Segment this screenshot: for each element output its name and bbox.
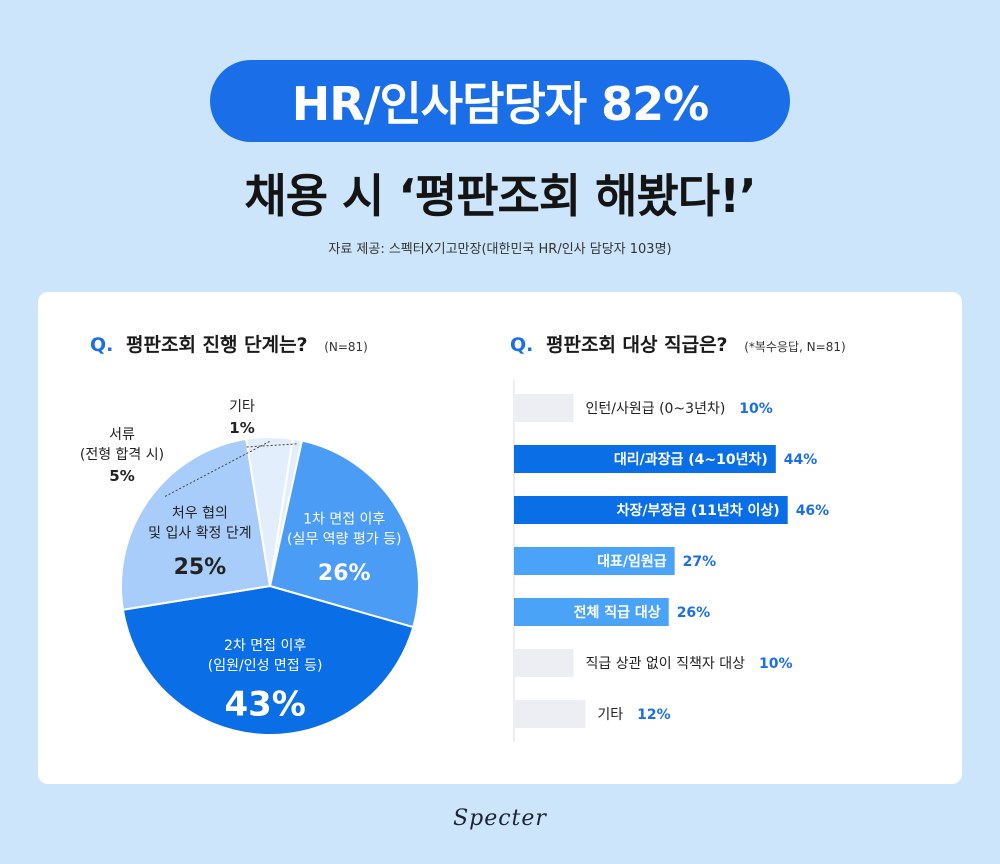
bar-category-label: 직급 상관 없이 직책자 대상 <box>586 656 746 672</box>
bar-category-label: 인턴/사원급 (0~3년차) <box>586 401 726 417</box>
pie-slice-label: 처우 협의 <box>172 505 228 521</box>
pie-slice <box>268 439 420 629</box>
pie-slice-label: 기타 <box>229 399 255 415</box>
left-question-note: (N=81) <box>324 340 368 354</box>
pie-slice-label: 1차 면접 이후 <box>303 512 385 528</box>
bar-category-label: 전체 직급 대상 <box>574 604 661 621</box>
right-question-text: 평판조회 대상 직급은? <box>546 334 728 356</box>
pie-slice-value: 26% <box>318 561 371 586</box>
pie-slice-label: 서류 <box>109 427 135 443</box>
pie-leader-line <box>245 443 297 448</box>
left-question-text: 평판조회 진행 단계는? <box>126 334 308 356</box>
pie-chart: 2차 면접 이후 (임원/인성 면접 등) 43% 처우 협의및 입사 확정 단계 25… <box>80 399 420 736</box>
pill-title: HR/인사담당자 82% <box>291 77 709 131</box>
bar-category-label: 차장/부장급 (11년차 이상) <box>617 502 780 519</box>
bar-category-label: 대리/과장급 (4~10년차) <box>614 451 768 468</box>
pie-slice-label: (전형 합격 시) <box>80 447 164 463</box>
bar-value-label: 46% <box>796 503 830 519</box>
bar-category-label: 대표/임원급 <box>597 554 667 570</box>
bar <box>514 496 788 524</box>
pie-slice-label: 및 입사 확정 단계 <box>148 525 252 541</box>
headline: 채용 시 ‘평판조회 해봤다!’ <box>244 169 756 223</box>
pie-slice-value: 5% <box>109 467 134 485</box>
pie-slice <box>120 437 272 611</box>
bar <box>514 445 776 473</box>
bar <box>514 598 669 626</box>
pie-slice-label: (임원/인성 면접 등) <box>208 658 323 674</box>
source-note: 자료 제공: 스펙터X기고만장(대한민국 HR/인사 담당자 103명) <box>328 242 672 257</box>
bar <box>514 394 574 422</box>
pie-slice-value: 1% <box>229 419 254 437</box>
pie-slice-value: 25% <box>174 555 227 580</box>
bar-value-label: 10% <box>759 656 793 672</box>
headline-pill: HR/인사담당자 82% <box>210 60 790 142</box>
pie-slice-value: 43% <box>224 684 305 724</box>
right-question-prefix: Q. <box>510 334 534 356</box>
right-question-title: Q. 평판조회 대상 직급은? (*복수응답, N=81) <box>510 330 846 357</box>
left-question-title: Q. 평판조회 진행 단계는? (N=81) <box>90 330 368 357</box>
bar <box>514 700 586 728</box>
left-question-prefix: Q. <box>90 334 114 356</box>
bar-value-label: 10% <box>739 401 773 417</box>
bar-value-label: 27% <box>683 554 717 570</box>
bar-value-label: 44% <box>784 452 818 468</box>
specter-logo: Specter <box>453 806 547 831</box>
bar-value-label: 12% <box>637 707 671 723</box>
bar-chart: 인턴/사원급 (0~3년차) 10% 대리/과장급 (4~10년차) 44% 차장/부장… <box>513 380 830 742</box>
bar <box>514 547 675 575</box>
bar-category-label: 기타 <box>597 707 623 723</box>
charts-svg: 2차 면접 이후 (임원/인성 면접 등) 43% 처우 협의및 입사 확정 단계 25… <box>80 380 830 742</box>
pie-slice <box>121 584 415 736</box>
right-question-note: (*복수응답, N=81) <box>744 340 846 354</box>
pie-slice-label: 2차 면접 이후 <box>224 638 306 654</box>
pie-slice-label: (실무 역량 평가 등) <box>287 532 401 548</box>
bar <box>514 649 574 677</box>
chart-card: Q. 평판조회 진행 단계는? (N=81) Q. 평판조회 대상 직급은? (… <box>38 292 962 784</box>
bar-value-label: 26% <box>677 605 711 621</box>
